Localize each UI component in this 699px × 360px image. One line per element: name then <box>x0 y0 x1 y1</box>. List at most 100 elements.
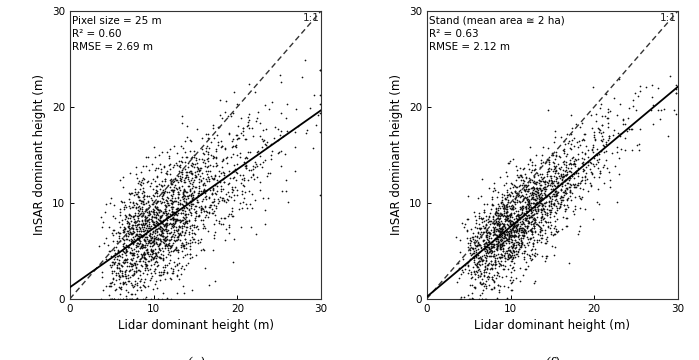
Point <box>507 265 518 271</box>
Point <box>175 211 187 216</box>
Point <box>113 253 124 259</box>
Point <box>535 235 546 241</box>
Point <box>197 156 208 162</box>
Point <box>528 211 539 217</box>
Point <box>528 173 540 179</box>
Point <box>486 258 497 264</box>
Point <box>490 259 501 265</box>
Point <box>157 226 168 232</box>
Point <box>113 273 124 279</box>
Point <box>107 296 118 302</box>
Point <box>549 197 561 203</box>
Point <box>165 266 176 271</box>
Point <box>119 228 130 234</box>
Point <box>108 276 119 282</box>
Point <box>171 185 182 191</box>
Point <box>111 265 122 271</box>
Point <box>122 218 133 224</box>
Point <box>585 159 596 165</box>
Point <box>163 242 174 248</box>
Point <box>171 198 182 204</box>
Point <box>552 161 563 167</box>
Point <box>536 207 547 213</box>
Point <box>516 209 527 215</box>
Point <box>125 245 136 251</box>
Point <box>456 221 467 226</box>
Point <box>137 244 148 249</box>
Point <box>151 241 162 247</box>
Point <box>502 206 513 212</box>
Point <box>603 115 614 121</box>
Point <box>215 170 226 176</box>
Point <box>216 143 227 149</box>
Point <box>506 229 517 235</box>
Point <box>520 195 531 201</box>
Point <box>177 217 188 223</box>
Point <box>126 261 137 267</box>
Point <box>131 205 142 211</box>
Point <box>549 209 560 215</box>
Point <box>663 133 674 139</box>
Point <box>463 244 474 249</box>
Point <box>476 253 487 259</box>
Point <box>524 166 535 172</box>
Point <box>199 188 210 194</box>
Point <box>194 190 205 196</box>
Point <box>566 137 577 143</box>
Point <box>491 275 502 280</box>
Point <box>156 228 167 234</box>
Point <box>132 254 143 260</box>
Point <box>572 144 584 149</box>
Point <box>126 237 137 242</box>
Point <box>147 239 159 245</box>
Point <box>169 210 180 216</box>
Point <box>598 164 609 170</box>
Point <box>156 169 167 175</box>
Point <box>545 219 556 225</box>
Point <box>565 147 577 152</box>
Point <box>187 254 198 260</box>
Point <box>579 152 590 157</box>
Point <box>119 229 130 235</box>
Point <box>514 237 525 242</box>
Point <box>518 165 529 171</box>
Point <box>485 218 496 224</box>
Point <box>493 210 504 215</box>
Point <box>518 212 529 218</box>
Point <box>127 237 138 243</box>
Point <box>158 256 169 262</box>
Point <box>524 212 535 218</box>
Point <box>219 170 230 176</box>
Point <box>168 237 180 242</box>
Point <box>114 265 125 271</box>
Point <box>179 216 190 222</box>
Point <box>164 242 175 248</box>
Point <box>557 171 568 177</box>
Point <box>203 149 214 155</box>
Point <box>503 255 514 260</box>
Point <box>514 219 526 225</box>
Point <box>139 296 150 302</box>
Point <box>530 217 541 223</box>
Point <box>568 143 579 149</box>
Point <box>169 228 180 233</box>
Point <box>482 239 493 245</box>
Point <box>511 251 522 257</box>
Point <box>559 174 570 179</box>
Point <box>493 222 505 228</box>
Point <box>577 162 589 167</box>
Point <box>202 168 213 174</box>
Point <box>480 217 491 223</box>
Point <box>193 204 204 210</box>
Point <box>560 182 571 188</box>
Point <box>179 179 190 185</box>
Point <box>550 203 561 209</box>
Point <box>129 233 140 239</box>
Point <box>170 227 181 233</box>
Point <box>186 162 197 168</box>
Point <box>523 199 534 205</box>
Point <box>549 202 560 207</box>
Point <box>177 217 188 223</box>
Point <box>507 184 519 190</box>
Point <box>166 204 177 210</box>
